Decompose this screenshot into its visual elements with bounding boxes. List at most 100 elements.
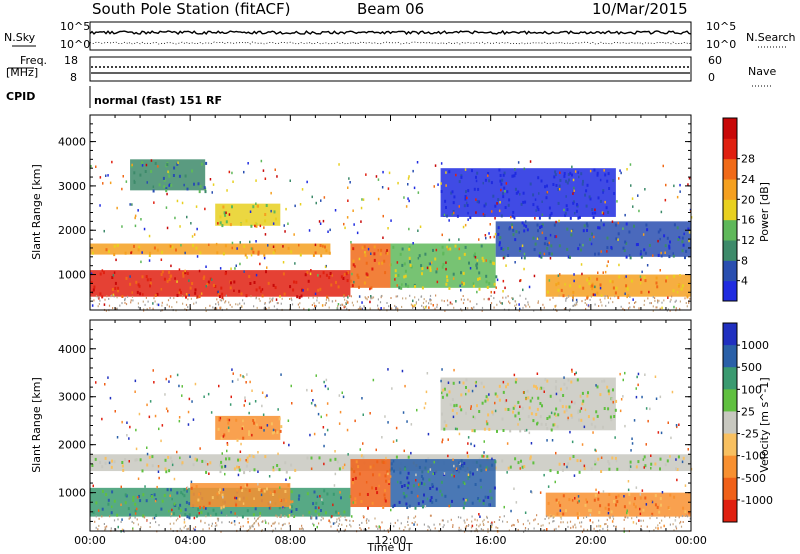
power-speckle (182, 271, 184, 275)
power-speckle (198, 295, 201, 299)
velocity-speckle (637, 460, 640, 464)
power-speckle (165, 189, 168, 193)
velocity-noise-point (550, 411, 553, 415)
velocity-noise-point (440, 379, 442, 383)
velocity-ground-point (493, 521, 496, 523)
velocity-speckle (594, 462, 597, 466)
power-speckle (557, 281, 560, 285)
power-ground-point (447, 304, 449, 307)
power-colorbar-swatch (723, 179, 737, 200)
velocity-noise-point (458, 461, 460, 464)
power-noise-point (445, 261, 447, 264)
power-ground-point (143, 308, 145, 311)
power-noise-point (233, 289, 235, 292)
velocity-speckle (124, 501, 127, 505)
velocity-noise-point (426, 497, 429, 501)
velocity-speckle (250, 454, 253, 458)
power-speckle (508, 227, 511, 231)
velocity-noise-point (134, 512, 137, 515)
velocity-ground-point (136, 518, 138, 521)
velocity-ground-point (607, 529, 609, 532)
velocity-speckle (260, 489, 263, 493)
velocity-noise-point (257, 451, 259, 454)
velocity-ground-point (301, 527, 303, 530)
power-speckle (224, 272, 227, 276)
power-speckle (317, 288, 320, 292)
velocity-noise-point (675, 424, 678, 427)
velocity-speckle (252, 419, 255, 423)
power-speckle (401, 263, 404, 267)
power-ground-point (533, 309, 535, 312)
power-noise-point (111, 160, 113, 164)
power-speckle (591, 287, 594, 291)
velocity-noise-point (546, 528, 548, 531)
velocity-noise-point (650, 499, 653, 503)
power-noise-point (205, 265, 207, 268)
power-speckle (563, 174, 566, 178)
velocity-noise-point (624, 371, 626, 375)
power-speckle (546, 242, 549, 246)
power-ground-point (436, 306, 438, 309)
power-speckle (546, 246, 549, 250)
power-ground-point (184, 308, 186, 311)
power-noise-point (255, 179, 257, 182)
power-speckle (644, 251, 647, 255)
power-speckle (90, 281, 93, 285)
power-speckle (452, 210, 455, 213)
power-colorbar-swatch (723, 280, 737, 302)
power-noise-point (344, 226, 346, 230)
velocity-speckle (235, 418, 238, 422)
velocity-speckle (227, 421, 230, 425)
velocity-ground-point (407, 517, 409, 520)
power-ground-point (656, 306, 658, 309)
power-noise-point (324, 265, 327, 269)
velocity-noise-point (291, 500, 294, 503)
power-speckle (471, 169, 473, 173)
power-noise-point (661, 306, 663, 310)
power-noise-point (602, 212, 605, 215)
power-ground-point (657, 301, 659, 304)
velocity-ground-point (567, 525, 569, 528)
power-ground-point (502, 296, 504, 299)
power-noise-point (660, 210, 663, 214)
velocity-noise-point (637, 372, 640, 376)
power-ground-point (218, 303, 220, 306)
velocity-ground-point (146, 519, 148, 521)
velocity-noise-point (220, 511, 223, 514)
velocity-ground-point (511, 524, 513, 527)
power-speckle (585, 189, 588, 193)
velocity-noise-point (472, 415, 475, 419)
velocity-ground-point (255, 520, 257, 523)
power-speckle (454, 244, 457, 248)
power-ground-point (187, 306, 189, 309)
power-noise-point (475, 179, 478, 183)
power-noise-point (458, 238, 460, 241)
power-noise-point (630, 184, 632, 187)
velocity-speckle (509, 408, 512, 412)
velocity-speckle (223, 433, 226, 437)
velocity-speckle (417, 502, 420, 506)
velocity-noise-point (427, 432, 430, 436)
velocity-speckle (593, 498, 596, 502)
velocity-speckle (451, 398, 454, 402)
velocity-noise-point (282, 506, 284, 509)
power-ground-point (390, 297, 392, 299)
velocity-noise-point (417, 494, 419, 498)
velocity-speckle (407, 471, 410, 475)
power-colorbar-swatch (723, 158, 737, 180)
power-speckle (441, 265, 444, 269)
velocity-noise-point (643, 466, 645, 469)
velocity-speckle (259, 511, 262, 515)
power-noise-point (397, 181, 399, 185)
power-speckle (500, 246, 503, 250)
power-speckle (113, 253, 116, 257)
velocity-noise-point (464, 482, 466, 485)
velocity-ground-point (649, 517, 651, 520)
power-speckle (351, 284, 354, 288)
velocity-ground-point (120, 521, 122, 523)
power-ground-point (652, 305, 654, 308)
velocity-speckle (253, 418, 256, 422)
power-speckle (532, 203, 535, 207)
power-noise-point (259, 262, 261, 266)
